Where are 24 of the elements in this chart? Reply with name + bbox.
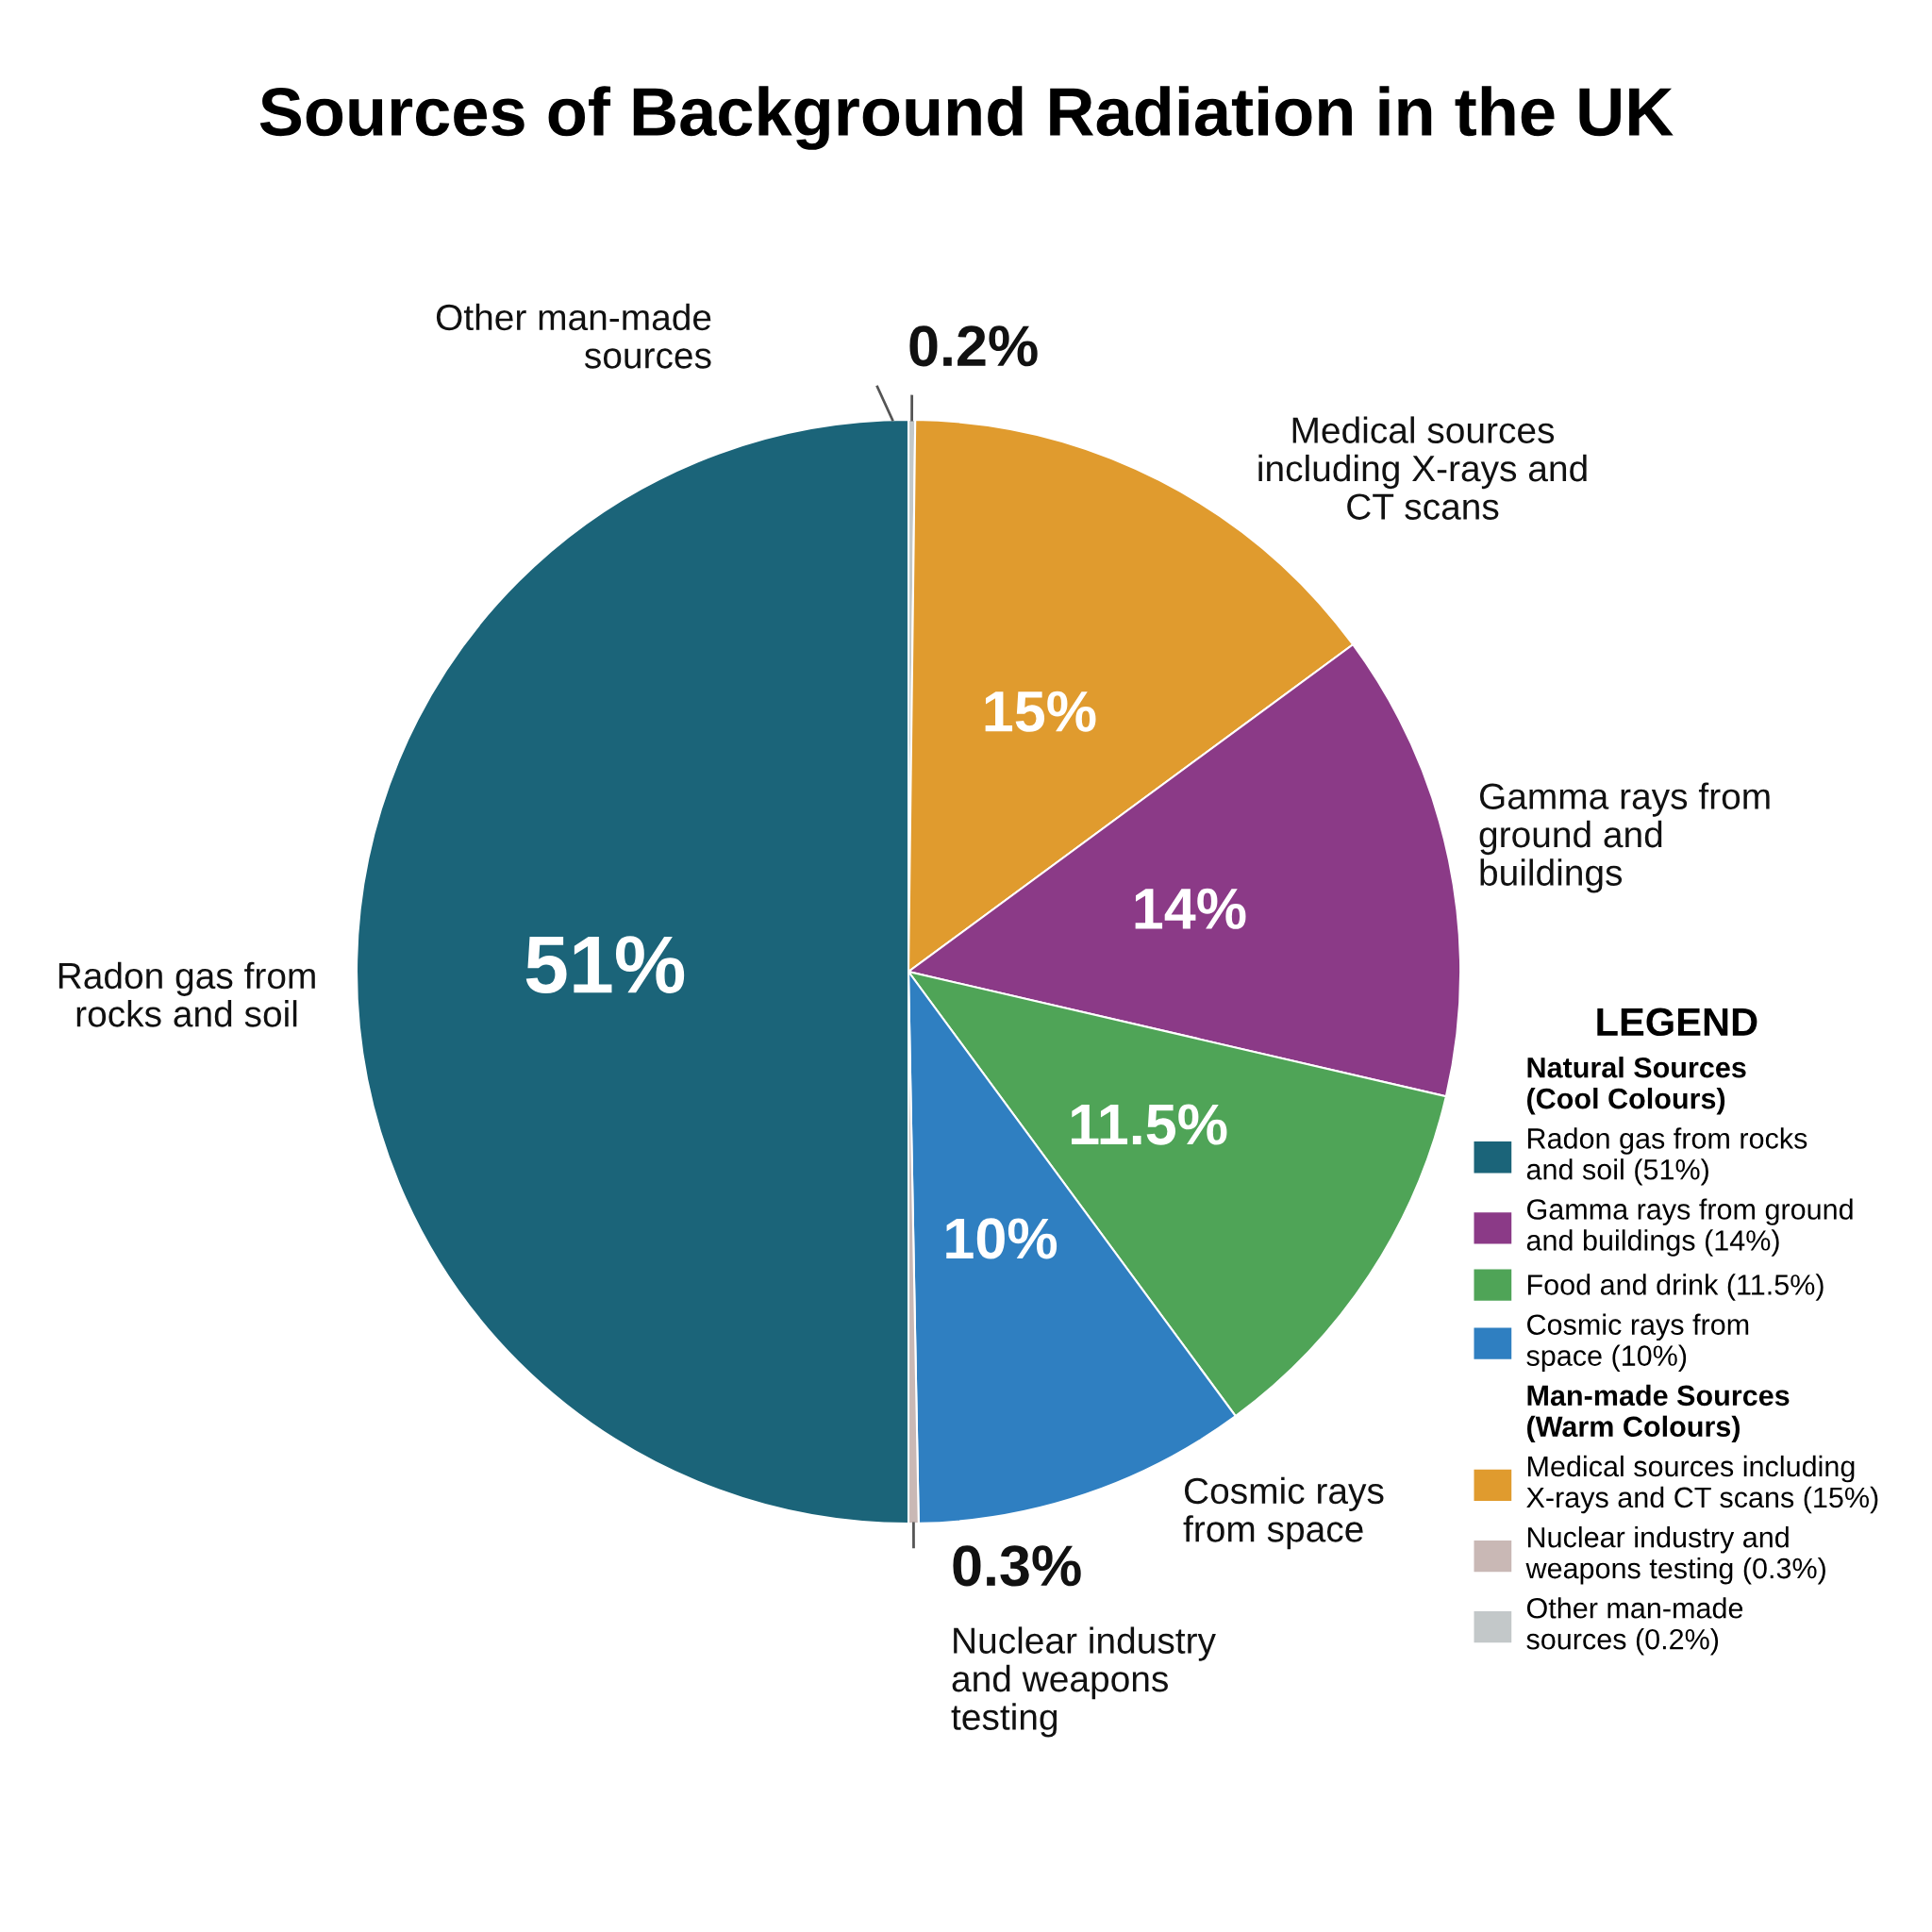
text: Radon gas from rocks and soil	[58, 961, 315, 1027]
legend-label: Nuclear industry and weapons testing (0.3%)	[1525, 1526, 1825, 1585]
legend-label: Cosmic rays from space (10%)	[1526, 1313, 1749, 1372]
text: Man-made Sources (Warm Colours)	[1527, 1384, 1790, 1443]
legend-label: Radon gas from rocks and soil (51%)	[1526, 1127, 1807, 1186]
legend-label: Food and drink (11.5%)	[1528, 1274, 1824, 1301]
data-label: 14%	[1135, 888, 1246, 929]
legend-title: LEGEND	[1597, 1008, 1757, 1037]
text: Medical sources including X-rays and CT scans	[1258, 416, 1587, 520]
data-label: 11.5%	[1071, 1104, 1227, 1145]
data-label: 0.3%	[953, 1545, 1081, 1587]
chart-title: Sources of Background Radiation in the UK	[259, 86, 1674, 150]
data-label: 0.2%	[909, 325, 1038, 367]
text: Nuclear industry and weapons testing	[951, 1626, 1216, 1738]
text: Natural Sources (Cool Colours)	[1527, 1057, 1746, 1115]
text: Other man-made sources	[436, 303, 711, 369]
legend-label: Other man-made sources (0.2%)	[1526, 1597, 1743, 1656]
data-label: 10%	[946, 1218, 1058, 1259]
legend-label: Gamma rays from ground and buildings (14%)	[1526, 1198, 1853, 1257]
text: Cosmic rays from space	[1183, 1476, 1384, 1550]
legend-label: Medical sources including X-rays and CT scans (15%)	[1526, 1455, 1878, 1514]
data-label: 15%	[985, 691, 1096, 732]
text: Gamma rays from ground and buildings	[1479, 782, 1770, 893]
data-label: 51%	[525, 936, 685, 994]
